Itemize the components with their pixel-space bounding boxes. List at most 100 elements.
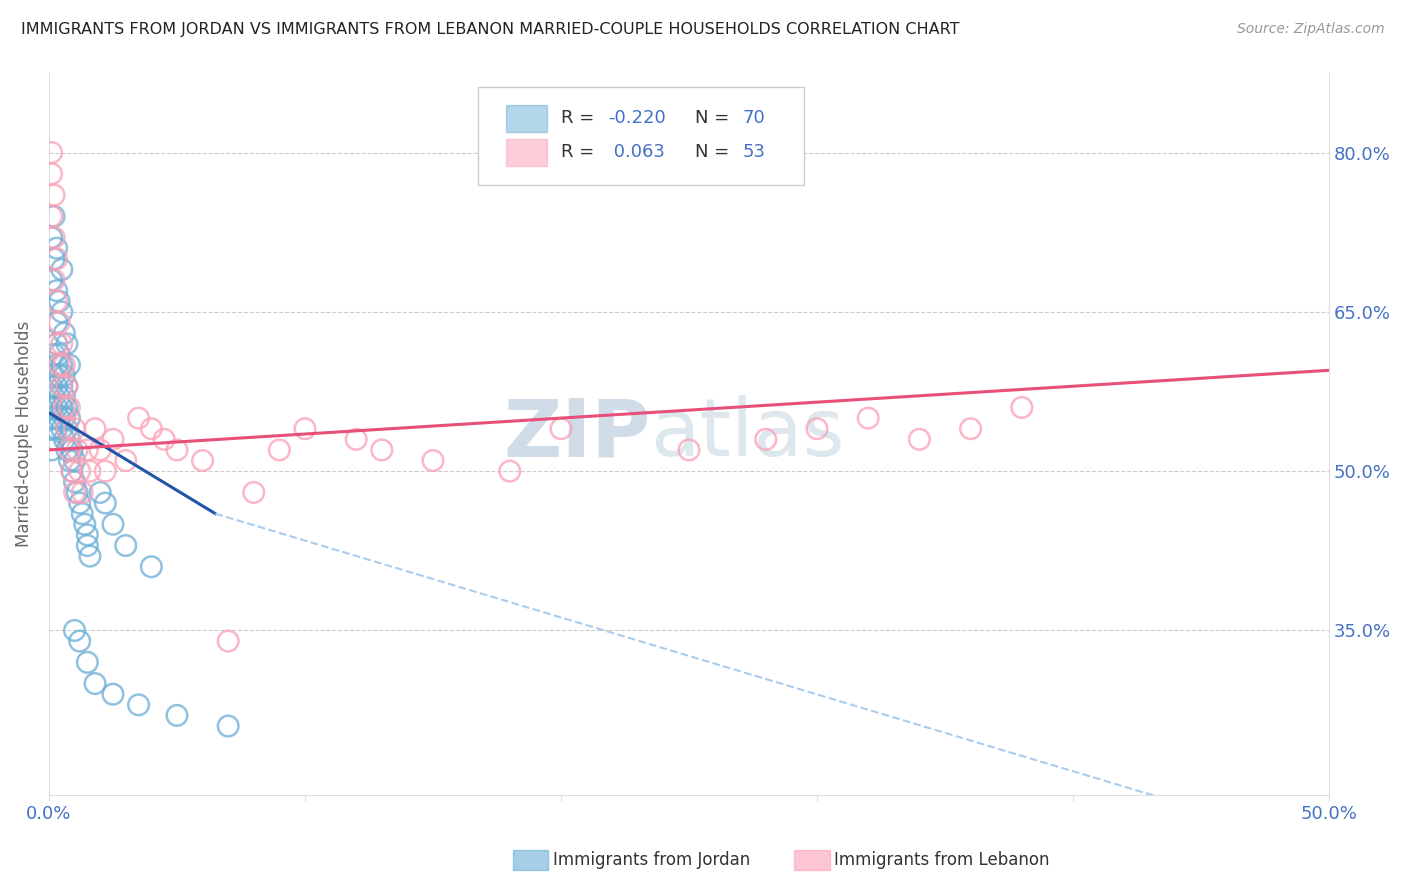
Point — [101, 433, 124, 447]
Point — [63, 624, 86, 638]
Point — [58, 411, 80, 425]
Point — [66, 485, 89, 500]
Point — [51, 379, 73, 393]
Point — [42, 433, 65, 447]
Point — [41, 273, 63, 287]
Point — [53, 401, 76, 415]
Point — [755, 433, 778, 447]
Point — [58, 442, 80, 457]
Point — [69, 496, 91, 510]
Point — [63, 453, 86, 467]
Point — [63, 485, 86, 500]
Point — [53, 358, 76, 372]
Point — [48, 358, 70, 372]
Point — [41, 442, 63, 457]
Point — [45, 401, 67, 415]
Point — [84, 676, 107, 690]
Point — [56, 379, 79, 393]
Point — [41, 401, 63, 415]
Point — [48, 368, 70, 383]
Point — [76, 539, 98, 553]
Point — [422, 453, 444, 467]
Point — [53, 433, 76, 447]
Point — [76, 656, 98, 670]
Point — [499, 464, 522, 478]
Point — [51, 358, 73, 372]
Point — [45, 252, 67, 266]
Y-axis label: Married-couple Households: Married-couple Households — [15, 321, 32, 547]
Point — [1011, 401, 1033, 415]
Point — [58, 401, 80, 415]
Point — [959, 422, 981, 436]
Point — [856, 411, 879, 425]
Point — [48, 411, 70, 425]
Point — [128, 698, 150, 712]
Point — [51, 262, 73, 277]
Text: 0.063: 0.063 — [609, 144, 665, 161]
Point — [89, 442, 111, 457]
Point — [269, 442, 291, 457]
Point — [217, 634, 239, 648]
Point — [166, 708, 188, 723]
Point — [79, 549, 101, 563]
Point — [69, 634, 91, 648]
Bar — [506, 104, 547, 132]
Point — [45, 358, 67, 372]
Point — [56, 336, 79, 351]
Point — [114, 453, 136, 467]
Point — [51, 305, 73, 319]
Point — [371, 442, 394, 457]
Text: -0.220: -0.220 — [609, 110, 666, 128]
Point — [79, 464, 101, 478]
Point — [56, 401, 79, 415]
Point — [45, 294, 67, 309]
Point — [153, 433, 176, 447]
Point — [48, 390, 70, 404]
Point — [42, 188, 65, 202]
Point — [41, 230, 63, 244]
Point — [141, 422, 163, 436]
Point — [45, 284, 67, 298]
Point — [191, 453, 214, 467]
Text: N =: N = — [696, 110, 735, 128]
Point — [58, 453, 80, 467]
FancyBboxPatch shape — [478, 87, 804, 185]
Point — [56, 422, 79, 436]
Bar — [506, 138, 547, 166]
Point — [42, 390, 65, 404]
Point — [48, 294, 70, 309]
Point — [58, 433, 80, 447]
Point — [41, 379, 63, 393]
Point — [42, 368, 65, 383]
Point — [42, 252, 65, 266]
Point — [56, 442, 79, 457]
Point — [217, 719, 239, 733]
Point — [51, 401, 73, 415]
Point — [48, 316, 70, 330]
Point — [242, 485, 264, 500]
Point — [45, 336, 67, 351]
Point — [128, 411, 150, 425]
Point — [58, 358, 80, 372]
Point — [45, 316, 67, 330]
Point — [72, 507, 94, 521]
Point — [53, 411, 76, 425]
Text: atlas: atlas — [651, 395, 845, 473]
Point — [94, 496, 117, 510]
Point — [42, 273, 65, 287]
Point — [60, 464, 83, 478]
Point — [51, 379, 73, 393]
Text: Immigrants from Lebanon: Immigrants from Lebanon — [834, 851, 1049, 869]
Point — [42, 411, 65, 425]
Point — [69, 464, 91, 478]
Point — [678, 442, 700, 457]
Point — [166, 442, 188, 457]
Text: ZIP: ZIP — [503, 395, 651, 473]
Point — [63, 475, 86, 489]
Point — [72, 485, 94, 500]
Point — [56, 422, 79, 436]
Point — [76, 442, 98, 457]
Text: N =: N = — [696, 144, 735, 161]
Text: Source: ZipAtlas.com: Source: ZipAtlas.com — [1237, 22, 1385, 37]
Point — [76, 528, 98, 542]
